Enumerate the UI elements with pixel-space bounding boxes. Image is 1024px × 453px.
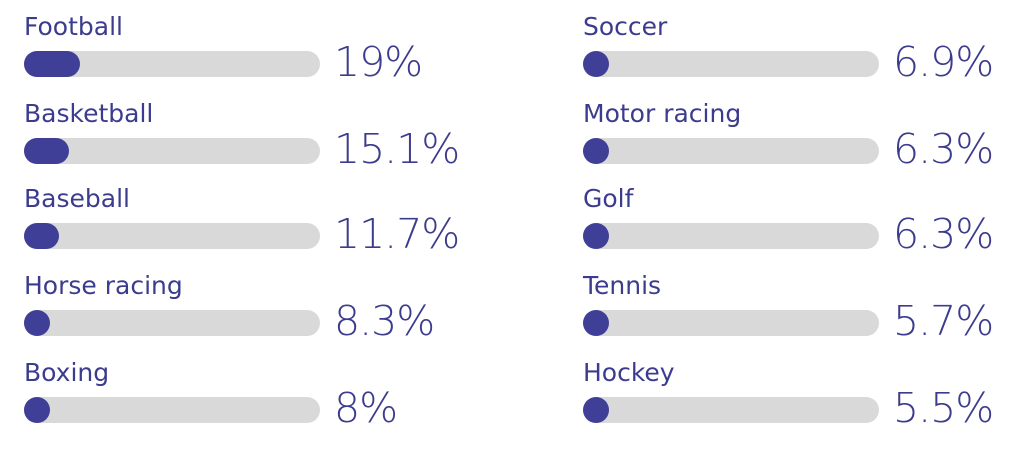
category-label: Football [24, 12, 123, 41]
bar-track [24, 397, 320, 423]
bar-track [583, 51, 879, 77]
value-label: 8.3% [334, 297, 435, 345]
value-label: 6.3% [893, 125, 994, 173]
category-label: Tennis [583, 271, 662, 300]
bar-fill [583, 51, 609, 77]
category-label: Hockey [583, 358, 675, 387]
value-label: 8% [334, 384, 398, 432]
bar-track [583, 223, 879, 249]
bar-fill [24, 310, 50, 336]
bar-fill [583, 397, 609, 423]
bar-track [583, 138, 879, 164]
value-label: 5.5% [893, 384, 994, 432]
category-label: Horse racing [24, 271, 183, 300]
category-label: Golf [583, 184, 634, 213]
bar-track [24, 223, 320, 249]
bar-fill [583, 310, 609, 336]
bar-fill [24, 51, 80, 77]
value-label: 5.7% [893, 297, 994, 345]
bar-fill [24, 223, 59, 249]
bar-fill [24, 397, 50, 423]
bar-track [24, 51, 320, 77]
value-label: 11.7% [334, 210, 460, 258]
value-label: 6.3% [893, 210, 994, 258]
bar-fill [583, 138, 609, 164]
category-label: Soccer [583, 12, 668, 41]
value-label: 6.9% [893, 38, 994, 86]
category-label: Baseball [24, 184, 130, 213]
category-label: Motor racing [583, 99, 742, 128]
bar-fill [24, 138, 69, 164]
bar-track [583, 310, 879, 336]
bar-track [24, 310, 320, 336]
bar-track [583, 397, 879, 423]
bar-track [24, 138, 320, 164]
category-label: Basketball [24, 99, 154, 128]
value-label: 15.1% [334, 125, 460, 173]
value-label: 19% [334, 38, 423, 86]
category-label: Boxing [24, 358, 110, 387]
bar-fill [583, 223, 609, 249]
